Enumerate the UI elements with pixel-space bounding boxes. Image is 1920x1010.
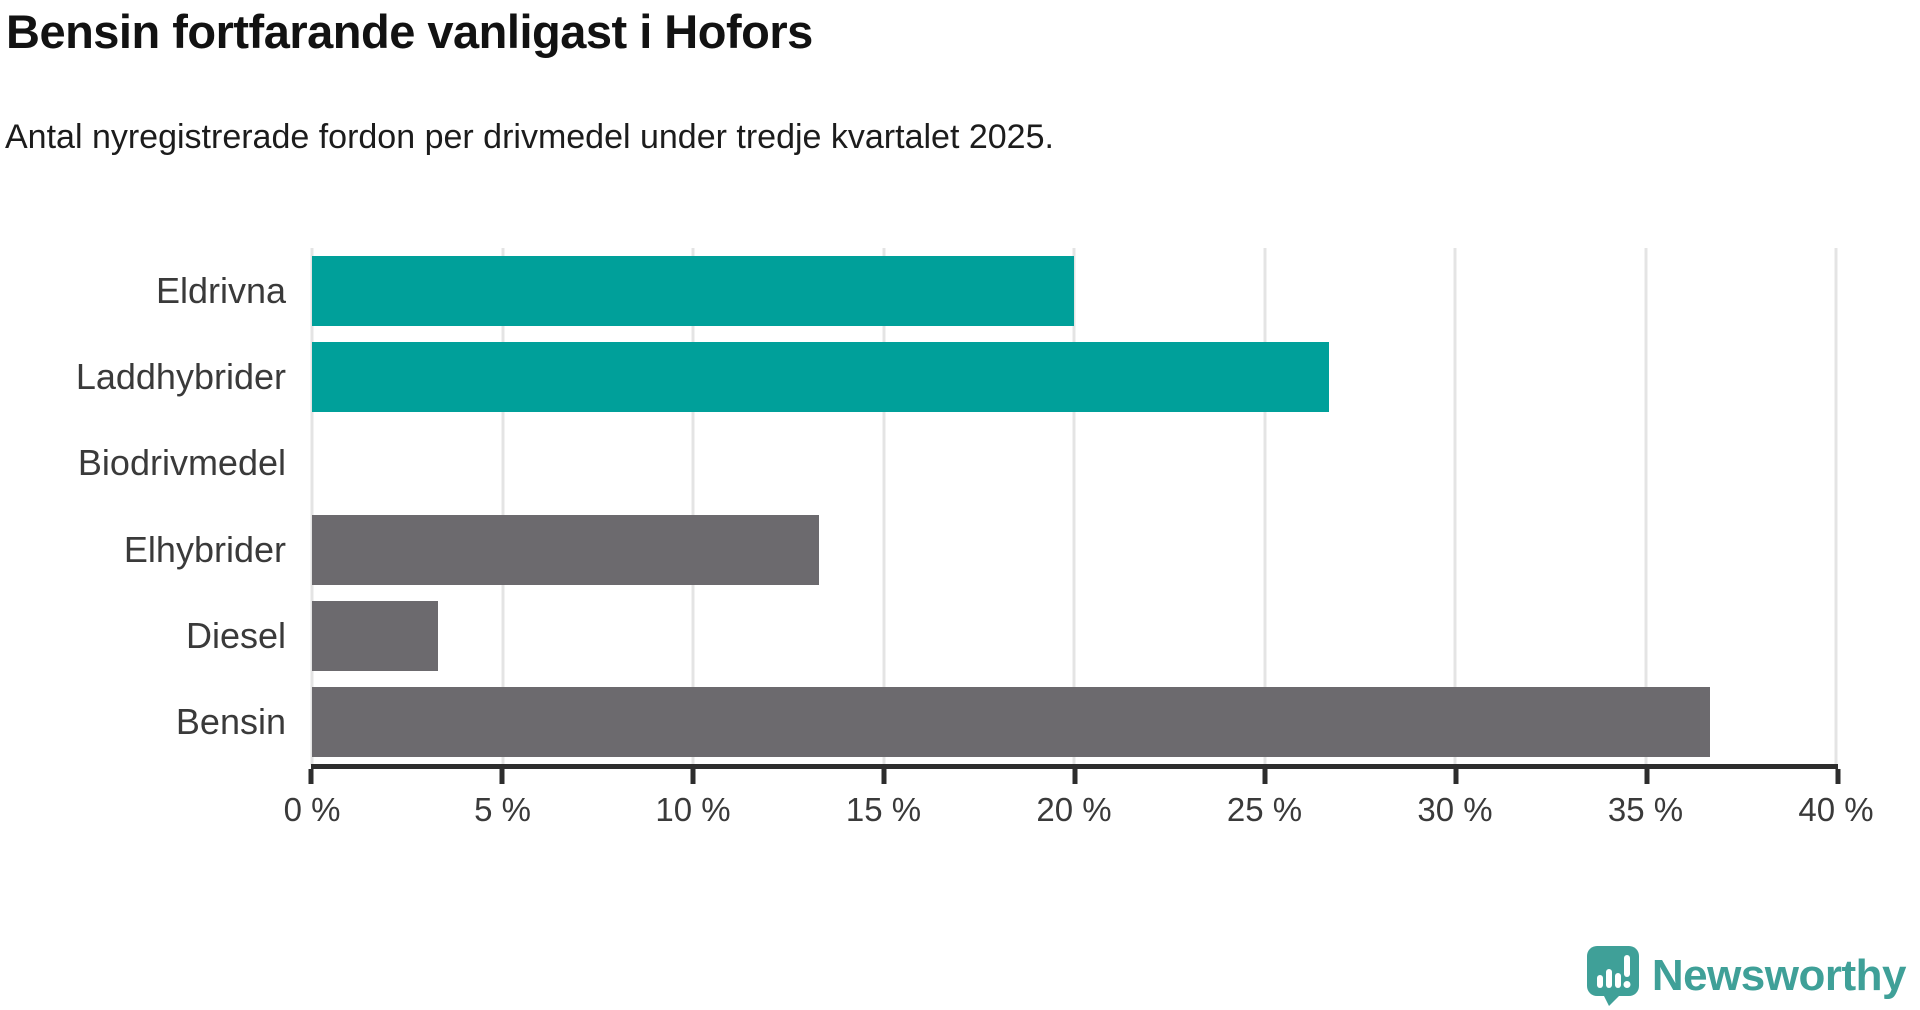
gridline — [1263, 248, 1266, 765]
gridline — [1072, 248, 1076, 765]
x-axis-tick — [308, 769, 314, 784]
gridline — [1453, 248, 1457, 765]
newsworthy-logo-icon — [1586, 946, 1639, 1006]
x-axis-tick — [1644, 769, 1650, 784]
x-axis-tick — [690, 769, 696, 784]
bar — [312, 342, 1330, 413]
gridline — [501, 248, 504, 765]
bar — [312, 256, 1074, 327]
bar — [312, 686, 1711, 757]
x-axis-tick-labels: 0 % 5 % 10 % 15 % 20 % 25 % 30 % 35 % 40 % — [284, 791, 1874, 833]
x-axis-tick-label: 30 % — [1417, 791, 1493, 828]
bar-row: Laddhybrider — [76, 334, 1836, 420]
x-axis-tick — [499, 769, 505, 784]
gridlines — [310, 248, 1838, 765]
category-label: Elhybrider — [123, 528, 286, 570]
bar-row: Elhybrider — [124, 507, 1836, 593]
gridline — [1644, 248, 1647, 765]
category-label: Eldrivna — [155, 270, 286, 312]
newsworthy-logo: Newsworthy — [1586, 946, 1907, 1006]
x-axis-tick-label: 20 % — [1036, 791, 1112, 828]
x-axis-tick — [1072, 769, 1077, 784]
x-axis-tick — [1262, 769, 1268, 784]
gridline — [310, 248, 314, 765]
x-axis-tick — [1453, 769, 1459, 784]
x-axis-tick-label: 35 % — [1607, 791, 1684, 828]
bar-row: Eldrivna — [156, 248, 1836, 334]
x-axis-tick-label: 15 % — [845, 791, 922, 828]
category-label: Bensin — [175, 700, 286, 742]
x-axis-tick-label: 5 % — [474, 791, 531, 828]
category-label: Diesel — [185, 614, 286, 656]
x-axis-line — [308, 764, 1841, 784]
category-label: Laddhybrider — [75, 356, 286, 398]
bar — [312, 514, 819, 585]
bar-row: Biodrivmedel — [78, 420, 1836, 506]
gridline — [1834, 248, 1838, 765]
x-axis-tick — [1835, 769, 1841, 784]
bar-chart-plot-area: Eldrivna Laddhybrider Biodrivmedel Elhybrid… — [76, 248, 1838, 765]
bar-rows: Eldrivna Laddhybrider Biodrivmedel Elhybrid… — [76, 248, 1836, 765]
chart-title: Bensin fortfarande vanligast i Hofors — [6, 5, 813, 58]
x-axis-tick-label: 0 % — [283, 791, 341, 828]
chart-subtitle: Antal nyregistrerade fordon per drivmede… — [5, 118, 1054, 156]
gridline — [691, 248, 695, 765]
bar-row: Bensin — [176, 679, 1836, 765]
category-label: Biodrivmedel — [77, 442, 286, 484]
x-axis-tick-label: 10 % — [655, 791, 731, 828]
bar — [312, 600, 438, 671]
bar-row: Diesel — [186, 593, 1836, 679]
x-axis-tick-label: 25 % — [1226, 791, 1303, 828]
x-axis-tick — [881, 769, 887, 784]
newsworthy-logo-text: Newsworthy — [1651, 951, 1907, 1000]
x-axis-tick-label: 40 % — [1798, 791, 1874, 828]
gridline — [882, 248, 885, 765]
